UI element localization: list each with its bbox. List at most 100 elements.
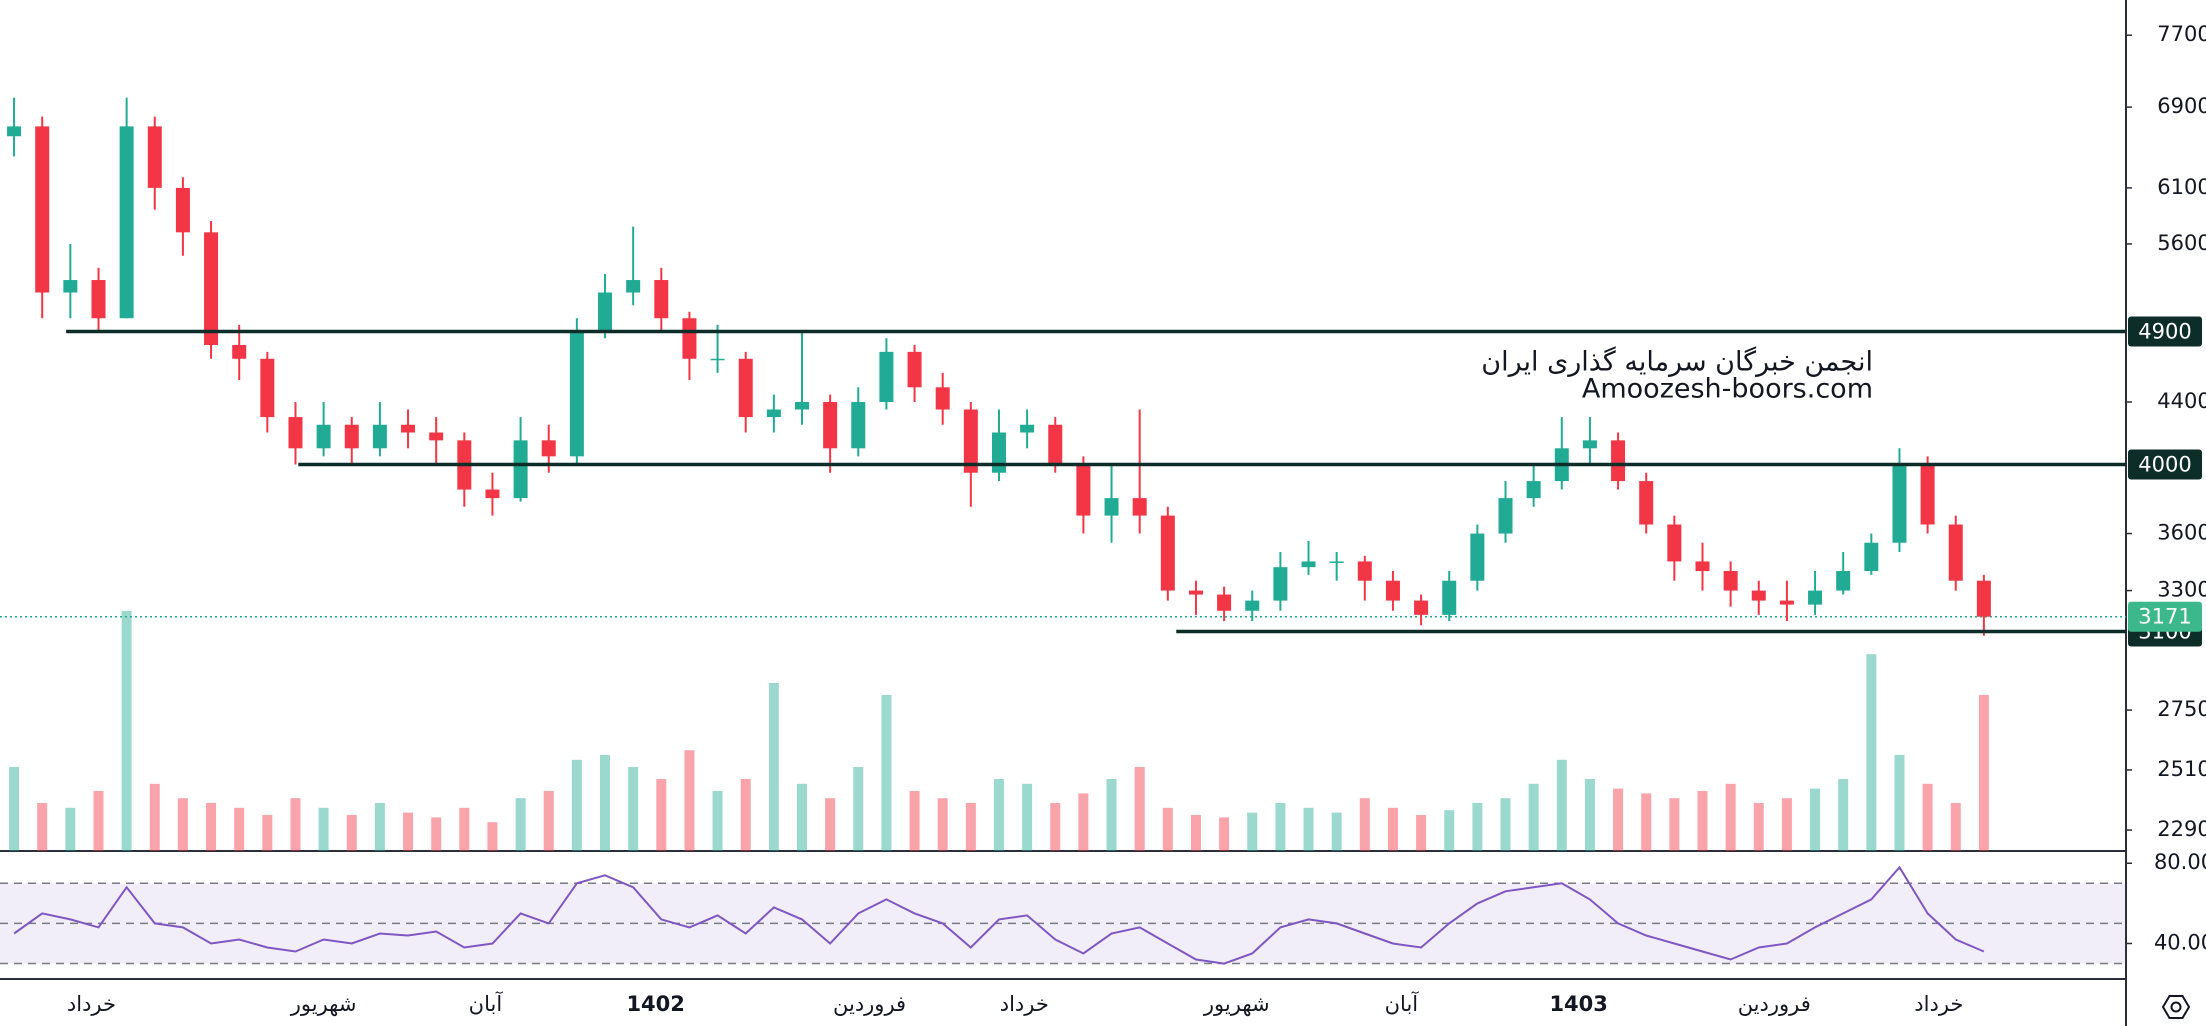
volume-bar — [374, 803, 385, 851]
settings-dot — [2170, 1001, 2182, 1013]
candle-body — [682, 318, 697, 359]
volume-bar — [937, 798, 948, 851]
candle-body — [1160, 515, 1175, 591]
candle-body — [1442, 580, 1457, 615]
volume-bar — [1922, 783, 1933, 851]
volume-bar — [1444, 810, 1455, 851]
volume-bar — [206, 803, 217, 851]
x-tick-label: آبان — [469, 991, 504, 1016]
volume-bar — [1669, 798, 1680, 851]
candle-body — [1273, 567, 1288, 601]
volume-bar — [177, 798, 188, 851]
volume-bar — [768, 683, 779, 851]
candle-body — [1245, 600, 1260, 611]
settings-hex — [2161, 995, 2191, 1019]
watermark-text: Amoozesh-boors.com — [1582, 374, 1873, 405]
candle-body — [1526, 481, 1541, 499]
candle-body — [1357, 561, 1372, 581]
volume-bar — [1219, 817, 1230, 851]
volume-bar — [853, 767, 864, 851]
candle-body — [1076, 464, 1091, 516]
candle-body — [7, 126, 22, 137]
candle-body — [485, 489, 500, 499]
candle-body — [1976, 580, 1991, 617]
candle-body — [1470, 533, 1485, 581]
volume-bar — [825, 798, 836, 851]
volume-bar — [121, 611, 132, 851]
x-tick-label: خرداد — [67, 992, 116, 1016]
x-tick-label: خرداد — [1914, 992, 1963, 1016]
volume-bar — [600, 755, 611, 851]
y-tick-label: 2510 — [2157, 757, 2206, 781]
volume-bar — [1950, 803, 1961, 851]
volume-bar — [515, 798, 526, 851]
volume-bar — [431, 817, 442, 851]
volume-bar — [1134, 767, 1145, 851]
last-price-label: 3171 — [2138, 605, 2191, 629]
volume-layer — [9, 611, 1989, 851]
volume-bar — [1838, 779, 1849, 851]
y-tick-label: 4400 — [2157, 389, 2206, 413]
x-tick-label: 1403 — [1549, 992, 1607, 1016]
candle-body — [963, 409, 978, 473]
volume-bar — [1106, 779, 1117, 851]
volume-bar — [1528, 783, 1539, 851]
candle-body — [569, 331, 584, 457]
y-tick-label: 5600 — [2157, 231, 2206, 255]
volume-bar — [1556, 759, 1567, 851]
candle-body — [710, 358, 725, 361]
volume-bar — [1275, 803, 1286, 851]
candle-body — [794, 402, 809, 410]
candle-body — [541, 440, 556, 457]
candle-body — [1808, 590, 1823, 605]
candle-body — [1498, 498, 1513, 534]
volume-bar — [796, 783, 807, 851]
volume-bar — [1500, 798, 1511, 851]
volume-bar — [1753, 803, 1764, 851]
candle-body — [1864, 542, 1879, 572]
volume-bar — [318, 807, 329, 851]
candle-body — [175, 187, 190, 233]
candle-body — [626, 280, 641, 293]
x-tick-label: 1402 — [626, 992, 684, 1016]
y-tick-label: 7700 — [2157, 22, 2206, 46]
volume-bar — [881, 695, 892, 851]
volume-bar — [571, 759, 582, 851]
rsi-tick-label: 80.00 — [2154, 850, 2206, 874]
candle-body — [513, 440, 528, 499]
level-label-box — [2128, 316, 2202, 347]
candle-body — [991, 432, 1006, 473]
level-label-box — [2128, 449, 2202, 480]
volume-bar — [93, 791, 104, 851]
x-tick-label: فروردین — [1738, 992, 1811, 1016]
volume-bar — [1078, 793, 1089, 851]
candle-body — [598, 292, 613, 332]
volume-bar — [909, 791, 920, 851]
last-price-box — [2128, 601, 2202, 632]
volume-bar — [65, 807, 76, 851]
candle-body — [1104, 498, 1119, 516]
volume-bar — [1190, 815, 1201, 851]
volume-bar — [1584, 779, 1595, 851]
candle-body — [851, 402, 866, 449]
x-tick-label: شهریور — [290, 992, 357, 1016]
rsi-line — [13, 865, 1985, 965]
candle-body — [429, 432, 444, 441]
candle-body — [1132, 498, 1147, 516]
y-tick-label: 2750 — [2157, 697, 2206, 721]
settings-icon[interactable] — [2161, 995, 2191, 1019]
volume-bar — [993, 779, 1004, 851]
volume-bar — [1303, 807, 1314, 851]
volume-bar — [965, 803, 976, 851]
volume-bar — [1866, 654, 1877, 851]
y-tick-label: 2290 — [2157, 817, 2206, 841]
volume-bar — [487, 822, 498, 851]
volume-bar — [1387, 807, 1398, 851]
candle-body — [766, 409, 781, 418]
candle-body — [344, 424, 359, 449]
candle-body — [1582, 440, 1597, 449]
volume-bar — [1022, 783, 1033, 851]
